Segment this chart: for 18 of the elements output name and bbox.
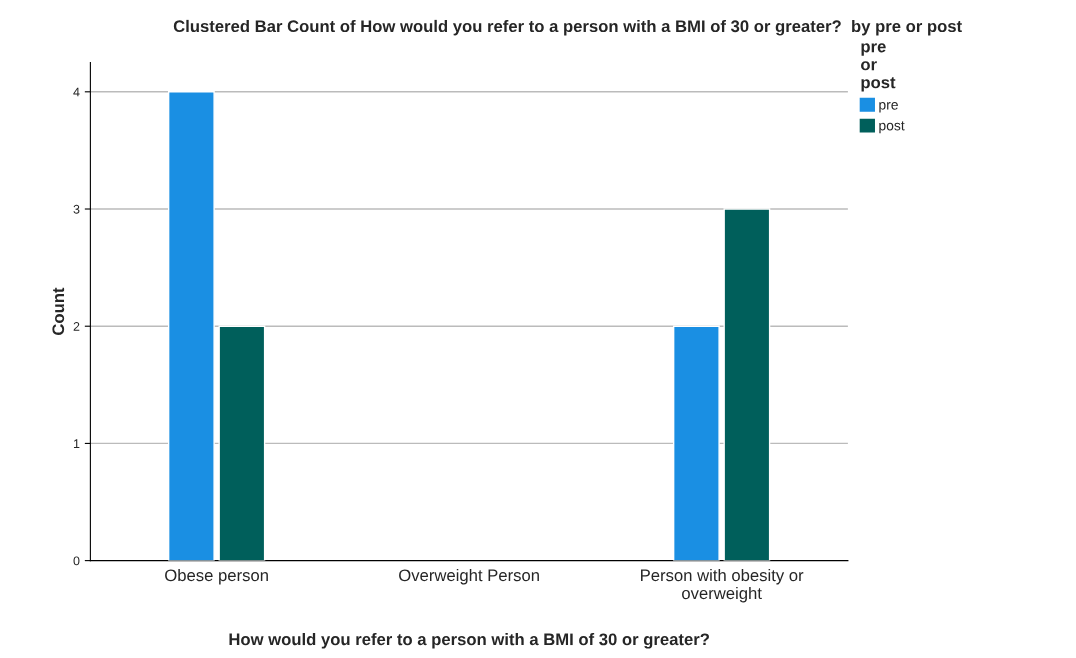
bar — [723, 208, 771, 561]
y-tick-label: 1 — [73, 439, 80, 448]
bar — [167, 91, 215, 561]
bar — [218, 325, 266, 561]
bar — [672, 325, 720, 561]
y-tick-label: 4 — [73, 87, 80, 97]
x-tick-label: Overweight Person — [399, 568, 539, 585]
x-axis-title: How would you refer to a person with a BMI of 30 or greater? — [229, 632, 709, 649]
chart-title: Clustered Bar Count of How would you refer to a person with a BMI of 30 or greater? by pre or post — [173, 19, 962, 36]
y-tick-label: 3 — [73, 204, 80, 214]
x-tick-label: Obese person — [165, 568, 268, 585]
legend-label: post — [879, 121, 905, 134]
y-axis-title: Count — [52, 287, 65, 335]
legend-label: pre — [879, 102, 898, 113]
y-tick-label: 0 — [73, 556, 80, 566]
legend-title: pre or post — [861, 43, 896, 92]
x-tick-label: Person with obesity or overweight — [641, 568, 804, 603]
y-tick-label: 2 — [73, 322, 80, 331]
